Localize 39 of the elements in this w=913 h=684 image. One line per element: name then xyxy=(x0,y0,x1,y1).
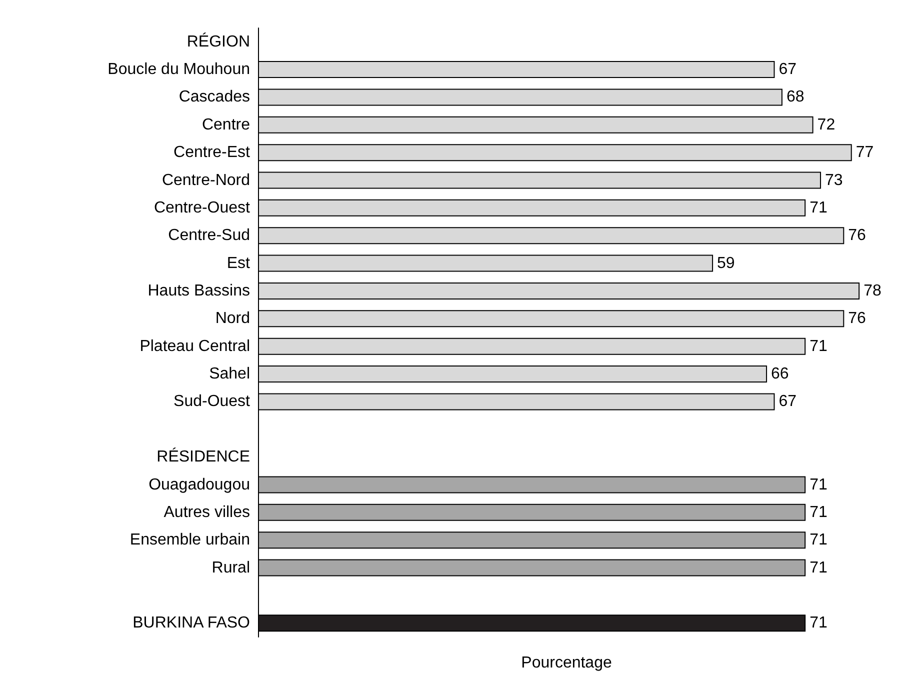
data-label: 67 xyxy=(778,393,797,410)
y-tick-label: Centre-Est xyxy=(174,144,251,162)
data-label: 73 xyxy=(825,172,843,189)
y-tick-label: Nord xyxy=(215,310,250,328)
y-tick-label: Centre-Nord xyxy=(162,172,250,189)
x-axis-title: Pourcentage xyxy=(521,654,612,672)
y-tick-label: RÉGION xyxy=(186,32,250,50)
y-tick-label: Sud-Ouest xyxy=(174,393,251,410)
y-tick-label: Ouagadougou xyxy=(148,476,250,494)
y-tick-label: Plateau Central xyxy=(140,338,250,355)
data-label: 72 xyxy=(817,116,836,134)
y-tick-label: Centre-Sud xyxy=(168,227,250,244)
y-tick-label: Centre xyxy=(202,116,250,134)
y-tick-label: BURKINA FASO xyxy=(132,614,250,632)
data-label: 71 xyxy=(810,199,828,216)
y-tick-label: Ensemble urbain xyxy=(130,532,250,549)
data-label: 66 xyxy=(771,366,789,383)
y-tick-label: Boucle du Mouhoun xyxy=(108,61,250,78)
data-label: 59 xyxy=(717,254,735,272)
y-tick-label: RÉSIDENCE xyxy=(156,448,250,466)
data-label: 76 xyxy=(848,310,866,328)
y-tick-label: Hauts Bassins xyxy=(148,282,250,300)
y-tick-label: Est xyxy=(226,254,251,272)
data-label: 71 xyxy=(810,614,828,632)
data-label: 67 xyxy=(778,61,797,78)
data-label: 71 xyxy=(810,476,828,494)
data-label: 71 xyxy=(810,504,828,521)
y-tick-label: Cascades xyxy=(178,88,250,106)
y-tick-label: Centre-Ouest xyxy=(154,199,251,216)
data-label: 76 xyxy=(848,227,866,244)
data-label: 78 xyxy=(864,282,882,300)
y-tick-label: Sahel xyxy=(209,366,250,383)
y-tick-label: Rural xyxy=(212,559,250,576)
data-label: 77 xyxy=(856,144,874,162)
data-label: 71 xyxy=(810,559,828,576)
data-label: 68 xyxy=(786,88,804,106)
data-label: 71 xyxy=(810,532,828,549)
y-tick-label: Autres villes xyxy=(164,504,250,521)
data-label: 71 xyxy=(810,338,828,355)
